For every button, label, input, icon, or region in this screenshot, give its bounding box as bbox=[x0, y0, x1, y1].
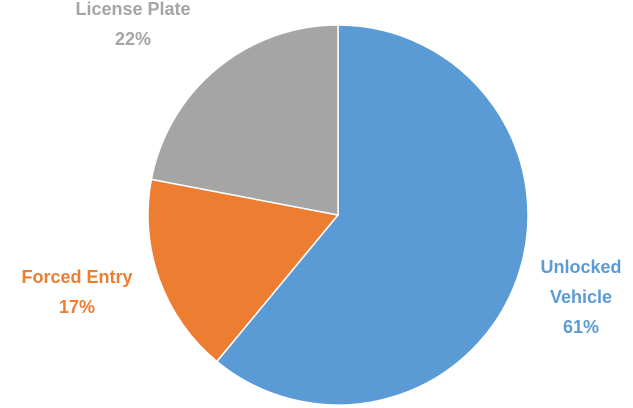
pie-slice-unlocked-vehicle bbox=[215, 24, 529, 406]
data-label-category: Forced Entry bbox=[21, 267, 132, 287]
pie-slices bbox=[147, 24, 529, 406]
data-label-category: Vehicle bbox=[550, 287, 612, 307]
data-label-percent: 17% bbox=[59, 297, 95, 317]
data-label-category: Unlocked bbox=[540, 257, 621, 277]
data-label-forced-entry: Forced Entry 17% bbox=[21, 267, 132, 317]
data-label-unlocked-vehicle: Unlocked Vehicle 61% bbox=[540, 257, 621, 337]
data-label-category: License Plate bbox=[75, 0, 190, 19]
pie-slice-forced-entry bbox=[147, 178, 340, 363]
pie-slice-license-plate bbox=[150, 24, 339, 216]
data-label-percent: 22% bbox=[115, 29, 151, 49]
data-label-license-plate: License Plate 22% bbox=[75, 0, 190, 49]
data-label-percent: 61% bbox=[563, 317, 599, 337]
pie-labels: Unlocked Vehicle 61% Forced Entry 17% License… bbox=[21, 0, 621, 337]
